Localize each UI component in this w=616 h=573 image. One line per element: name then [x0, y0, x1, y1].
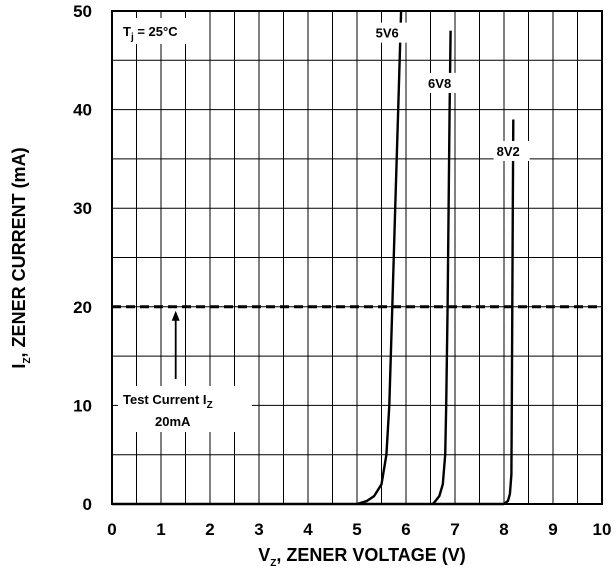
condition-label-main: T [123, 24, 131, 39]
condition-label-box [118, 18, 202, 44]
x-tick-label: 8 [499, 520, 508, 539]
series-label-6v8: 6V8 [428, 76, 451, 91]
x-axis-title-main: V [258, 545, 270, 565]
series-label-5v6: 5V6 [376, 26, 399, 41]
annotation-box [118, 386, 252, 432]
tick-labels: 0 1 2 3 4 5 6 7 8 9 10 0 10 20 30 40 50 [73, 2, 611, 539]
condition-label-sub: j [130, 32, 134, 43]
x-tick-label: 10 [593, 520, 612, 539]
y-axis-title-sub: Z [22, 357, 33, 363]
annotation-line-1: Test Current IZ [123, 392, 213, 411]
y-tick-label: 50 [73, 2, 92, 21]
series-label-bg [372, 22, 409, 43]
series-line-5v6 [356, 10, 403, 506]
annotation-arrow-head [171, 310, 180, 321]
x-tick-label: 3 [254, 520, 263, 539]
condition-label: Tj = 25°C [123, 24, 178, 43]
x-tick-label: 7 [450, 520, 459, 539]
series-line-6v8 [431, 30, 452, 505]
x-axis-title: VZ, ZENER VOLTAGE (V) [258, 545, 465, 569]
y-tick-label: 0 [83, 495, 92, 514]
x-tick-label: 1 [156, 520, 165, 539]
annotation-line-2: 20mA [155, 414, 191, 429]
y-tick-label: 10 [73, 396, 92, 415]
x-tick-label: 0 [107, 520, 116, 539]
annotation-line-1-sub: Z [207, 400, 213, 411]
y-tick-label: 30 [73, 199, 92, 218]
annotation-line-1-main: Test Current I [123, 392, 207, 407]
condition-label-rest: = 25°C [134, 24, 178, 39]
y-axis-title-main: I [9, 364, 29, 369]
series-label-8v2: 8V2 [497, 144, 520, 159]
y-tick-label: 20 [73, 298, 92, 317]
series-label-bg [425, 72, 462, 93]
x-tick-label: 2 [205, 520, 214, 539]
plot-frame [111, 10, 603, 505]
series-line-8v2 [503, 119, 515, 505]
series-label-bg [493, 140, 530, 161]
x-axis-title-sub: Z [270, 558, 276, 569]
x-tick-label: 5 [352, 520, 361, 539]
series-labels: 5V6 6V8 8V2 [372, 22, 530, 161]
x-axis-title-rest: , ZENER VOLTAGE (V) [276, 545, 465, 565]
y-axis-title: IZ, ZENER CURRENT (mA) [9, 147, 33, 368]
y-axis-title-rest: , ZENER CURRENT (mA) [9, 147, 29, 357]
y-tick-label: 40 [73, 101, 92, 120]
x-tick-label: 9 [548, 520, 557, 539]
x-tick-label: 4 [303, 520, 313, 539]
x-tick-label: 6 [401, 520, 410, 539]
test-current-annotation: Test Current IZ 20mA [118, 310, 252, 432]
